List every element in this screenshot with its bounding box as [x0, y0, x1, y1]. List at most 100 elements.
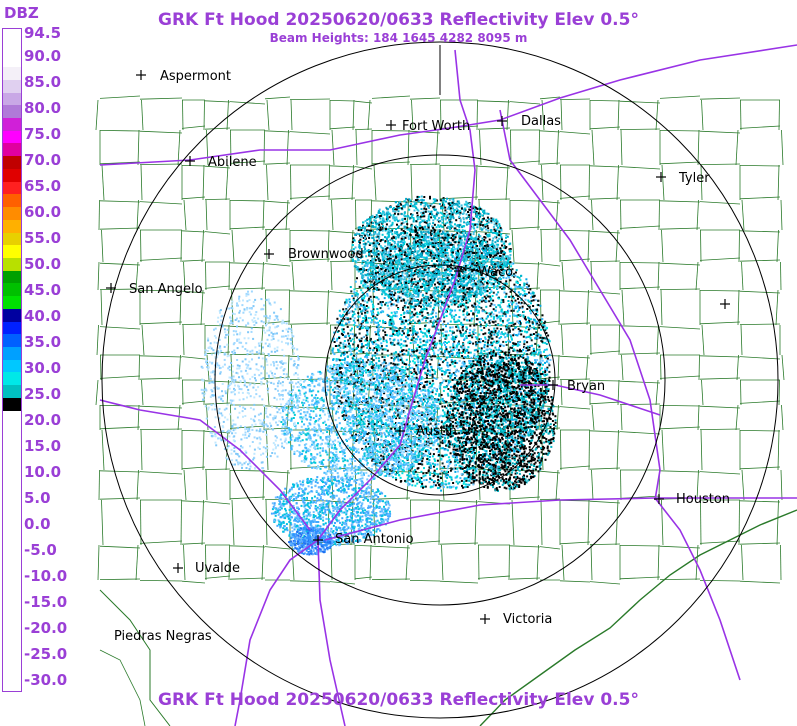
legend-color-step: [3, 207, 21, 220]
legend-color-step: [3, 130, 21, 144]
legend-color-step: [3, 664, 21, 678]
city-marker: Fort Worth: [386, 119, 470, 134]
city-label: Tyler: [678, 171, 710, 186]
legend-color-step: [3, 550, 21, 564]
radar-site-marker: [437, 377, 443, 383]
legend-color-step: [3, 652, 21, 665]
legend-color-step: [3, 614, 21, 627]
legend-color-step: [3, 499, 21, 513]
city-label: Aspermont: [160, 69, 231, 84]
city-marker: Bryan: [548, 379, 605, 394]
legend-color-step: [3, 385, 21, 398]
legend-tick-label: 35.0: [24, 333, 62, 351]
legend-color-step: [3, 245, 21, 258]
legend-color-step: [3, 346, 21, 360]
legend-tick-label: 15.0: [24, 437, 62, 455]
reflectivity-color-legend: [2, 28, 22, 692]
city-label: Waco: [478, 265, 513, 280]
legend-color-step: [3, 334, 21, 347]
legend-color-step: [3, 423, 21, 436]
legend-color-step: [3, 537, 21, 551]
legend-color-step: [3, 143, 21, 157]
city-marker: Houston: [654, 492, 730, 507]
legend-tick-label: 50.0: [24, 255, 62, 273]
legend-color-step: [3, 677, 21, 691]
city-marker: Victoria: [480, 612, 552, 627]
legend-tick-label: 25.0: [24, 385, 62, 403]
city-marker: [720, 299, 730, 309]
city-label: Dallas: [521, 114, 561, 129]
legend-color-step: [3, 359, 21, 373]
city-label: Victoria: [503, 612, 552, 627]
legend-tick-label: -25.0: [24, 645, 68, 663]
legend-color-step: [3, 512, 21, 526]
legend-color-step: [3, 397, 21, 411]
legend-tick-label: 90.0: [24, 47, 62, 65]
legend-color-step: [3, 588, 21, 602]
city-marker: Brownwood: [264, 247, 364, 262]
legend-color-step: [3, 486, 21, 500]
legend-tick-label: 55.0: [24, 229, 62, 247]
city-label: Austin: [416, 424, 457, 439]
legend-color-step: [3, 639, 21, 653]
city-markers: Aspermont Fort Worth Dallas Abilene Tyler Bro…: [106, 69, 730, 644]
legend-tick-label: 0.0: [24, 515, 51, 533]
legend-tick-label: 70.0: [24, 151, 62, 169]
legend-tick-label: 10.0: [24, 463, 62, 481]
legend-color-step: [3, 219, 21, 233]
legend-color-step: [3, 41, 21, 55]
legend-color-step: [3, 156, 21, 169]
legend-color-step: [3, 410, 21, 424]
city-marker: San Angelo: [106, 282, 203, 297]
legend-color-step: [3, 67, 21, 80]
legend-color-step: [3, 601, 21, 615]
city-label: Brownwood: [288, 247, 364, 262]
city-label: Abilene: [208, 155, 257, 170]
range-rings: [101, 41, 779, 719]
legend-color-step: [3, 372, 21, 386]
legend-color-step: [3, 29, 21, 42]
legend-color-step: [3, 563, 21, 576]
legend-tick-label: -5.0: [24, 541, 57, 559]
legend-tick-label: 94.5: [24, 24, 62, 42]
legend-tick-label: 85.0: [24, 73, 62, 91]
legend-tick-label: 45.0: [24, 281, 62, 299]
legend-color-step: [3, 575, 21, 589]
legend-color-step: [3, 168, 21, 182]
city-marker: Dallas: [497, 114, 561, 129]
legend-color-step: [3, 525, 21, 538]
legend-tick-label: 65.0: [24, 177, 62, 195]
city-marker: Aspermont: [136, 69, 231, 84]
legend-color-step: [3, 54, 21, 68]
legend-color-step: [3, 296, 21, 309]
legend-tick-label: 80.0: [24, 99, 62, 117]
legend-tick-label: 20.0: [24, 411, 62, 429]
city-label: Piedras Negras: [114, 629, 212, 644]
city-marker: Tyler: [656, 171, 710, 186]
city-label: San Antonio: [335, 532, 414, 547]
legend-color-step: [3, 257, 21, 271]
legend-color-step: [3, 232, 21, 246]
city-marker: Waco: [454, 265, 513, 280]
city-label: San Angelo: [129, 282, 203, 297]
city-marker: Abilene: [185, 155, 257, 170]
legend-color-step: [3, 436, 21, 449]
legend-color-step: [3, 626, 21, 640]
legend-color-step: [3, 118, 21, 131]
legend-color-step: [3, 448, 21, 462]
legend-color-step: [3, 181, 21, 195]
legend-color-step: [3, 283, 21, 297]
legend-tick-label: -20.0: [24, 619, 68, 637]
legend-color-step: [3, 321, 21, 335]
legend-tick-label: 30.0: [24, 359, 62, 377]
legend-color-step: [3, 270, 21, 284]
legend-color-step: [3, 461, 21, 475]
legend-color-step: [3, 308, 21, 322]
city-label: Uvalde: [195, 561, 240, 576]
map-title: GRK Ft Hood 20250620/0633 Reflectivity E…: [158, 10, 639, 30]
legend-tick-label: -30.0: [24, 671, 68, 689]
map-title-bottom: GRK Ft Hood 20250620/0633 Reflectivity E…: [158, 690, 639, 710]
city-label: Houston: [676, 492, 730, 507]
